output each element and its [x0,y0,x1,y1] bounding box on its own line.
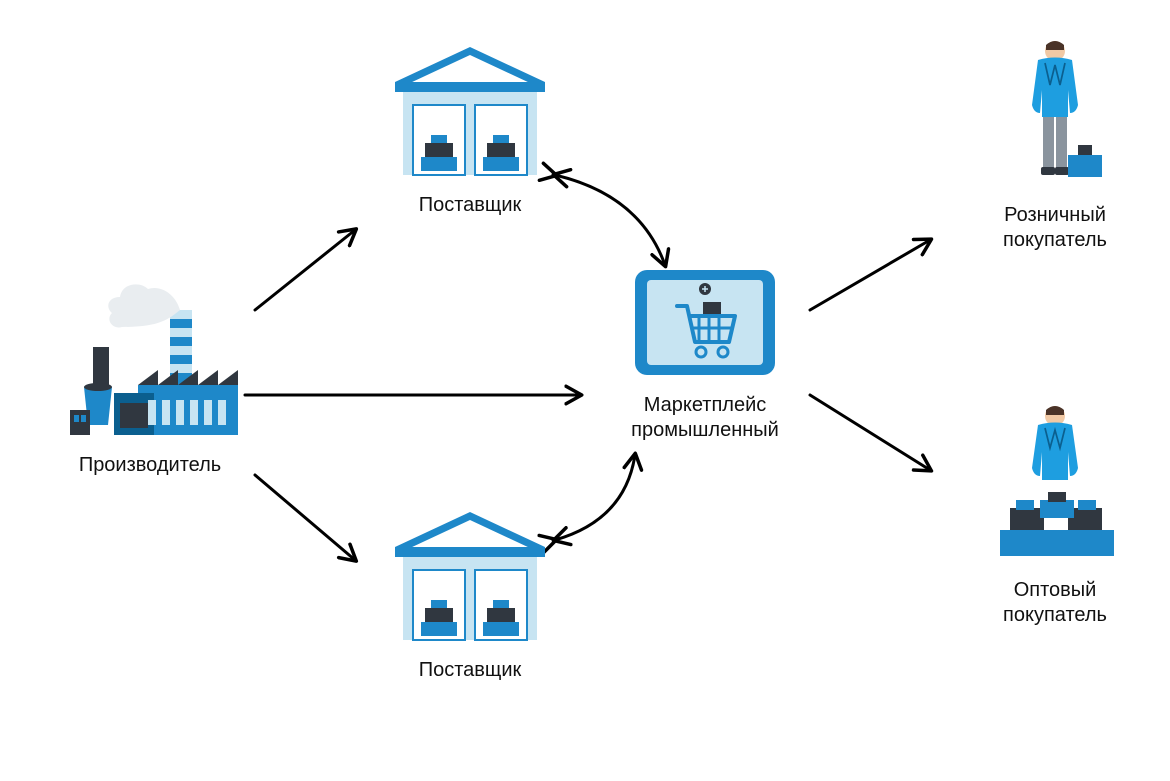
tablet-cart-icon [630,265,780,385]
wholesale-buyer-label: Оптовый покупатель [965,578,1145,628]
node-marketplace: Маркетплейс промышленный [605,265,805,443]
person-many-boxes-icon [980,400,1130,570]
node-wholesale-buyer: Оптовый покупатель [965,400,1145,628]
node-supplier-bottom: Поставщик [370,505,570,683]
supplier-bottom-label: Поставщик [370,658,570,683]
supplier-top-label: Поставщик [370,193,570,218]
node-retail-buyer: Розничный покупатель [965,35,1145,253]
manufacturer-label: Производитель [45,453,255,478]
marketplace-label: Маркетплейс промышленный [605,393,805,443]
retail-buyer-label: Розничный покупатель [965,203,1145,253]
factory-icon [50,275,250,445]
warehouse-icon [385,505,555,650]
person-one-box-icon [990,35,1120,195]
node-supplier-top: Поставщик [370,40,570,218]
warehouse-icon [385,40,555,185]
node-manufacturer: Производитель [45,275,255,478]
